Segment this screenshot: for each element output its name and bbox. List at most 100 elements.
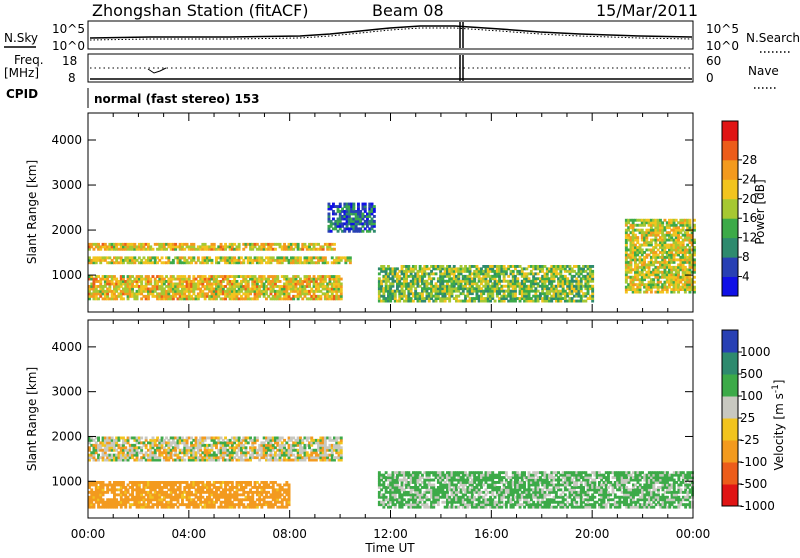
power-cell	[462, 292, 465, 295]
power-cell	[385, 282, 388, 285]
power-cell	[364, 210, 367, 213]
power-cell	[217, 295, 220, 298]
velocity-cell	[272, 449, 275, 452]
power-cell	[627, 229, 630, 232]
velocity-cell	[158, 484, 161, 487]
power-cell	[238, 243, 241, 246]
power-cell	[559, 300, 562, 303]
velocity-cell	[217, 498, 220, 501]
power-cell	[340, 283, 343, 286]
colorbar-tick-label: 28	[742, 153, 757, 167]
power-heatmap	[88, 203, 696, 303]
power-cell	[279, 243, 282, 246]
power-cell	[643, 251, 646, 254]
velocity-cell	[177, 498, 180, 501]
power-cell	[580, 272, 583, 275]
velocity-cell	[183, 459, 186, 462]
power-cell	[591, 265, 594, 268]
velocity-cell	[186, 481, 189, 484]
power-cell	[632, 221, 635, 224]
power-cell	[573, 270, 576, 273]
power-cell	[412, 270, 415, 273]
nsky-label: N.Sky	[4, 31, 38, 45]
power-cell	[127, 297, 130, 300]
power-cell	[654, 258, 657, 261]
power-cell	[578, 292, 581, 295]
power-cell	[516, 280, 519, 283]
power-cell	[405, 280, 408, 283]
power-cell	[172, 259, 175, 262]
power-cell	[534, 280, 537, 283]
power-cell	[571, 292, 574, 295]
power-cell	[394, 292, 397, 295]
power-cell	[591, 295, 594, 298]
power-cell	[256, 283, 259, 286]
power-cell	[368, 215, 371, 218]
freq-tick-bottom: 8	[68, 71, 76, 85]
colorbar-segment	[722, 218, 738, 238]
velocity-cell	[174, 484, 177, 487]
velocity-cell	[145, 437, 148, 440]
power-cell	[220, 243, 223, 246]
power-cell	[446, 282, 449, 285]
power-cell	[559, 272, 562, 275]
velocity-cell	[310, 444, 313, 447]
power-cell	[131, 283, 134, 286]
power-cell	[256, 243, 259, 246]
power-cell	[519, 300, 522, 303]
power-cell	[152, 248, 155, 251]
power-cell	[108, 256, 111, 259]
power-cell	[340, 297, 343, 300]
velocity-cell	[256, 437, 259, 440]
power-cell	[340, 295, 343, 298]
power-cell	[448, 300, 451, 303]
power-cell	[181, 283, 184, 286]
velocity-cell	[149, 491, 152, 494]
power-cell	[682, 241, 685, 244]
power-cell	[435, 272, 438, 275]
power-cell	[584, 270, 587, 273]
velocity-cell	[229, 491, 232, 494]
power-cell	[156, 283, 159, 286]
nave-dip	[148, 68, 166, 73]
power-cell	[670, 271, 673, 274]
power-cell	[204, 297, 207, 300]
velocity-cell	[181, 498, 184, 501]
velocity-cell	[233, 449, 236, 452]
velocity-cell	[90, 488, 93, 491]
power-cell	[152, 292, 155, 295]
power-cell	[625, 258, 628, 261]
power-cell	[328, 203, 331, 206]
power-cell	[591, 292, 594, 295]
power-cell	[514, 300, 517, 303]
power-cell	[297, 243, 300, 246]
velocity-cell	[215, 444, 218, 447]
velocity-cell	[340, 437, 343, 440]
power-cell	[136, 297, 139, 300]
power-cell	[591, 270, 594, 273]
power-cell	[192, 256, 195, 259]
power-cell	[362, 225, 365, 228]
power-cell	[299, 295, 302, 298]
power-cell	[550, 300, 553, 303]
power-cell	[516, 277, 519, 280]
velocity-cell	[177, 506, 180, 509]
power-cell	[335, 292, 338, 295]
colorbar-segment	[722, 160, 738, 180]
power-cell	[120, 285, 123, 288]
power-cell	[233, 243, 236, 246]
power-cell	[224, 297, 227, 300]
velocity-cell	[127, 484, 130, 487]
velocity-cell	[211, 498, 214, 501]
power-cell	[301, 297, 304, 300]
power-cell	[346, 225, 349, 228]
velocity-cell	[188, 506, 191, 509]
power-cell	[340, 292, 343, 295]
power-cell	[537, 290, 540, 293]
power-cell	[430, 292, 433, 295]
power-cell	[352, 203, 355, 206]
velocity-cell	[283, 444, 286, 447]
velocity-cell	[340, 451, 343, 454]
power-cell	[122, 275, 125, 278]
colorbar-segment	[722, 238, 738, 258]
